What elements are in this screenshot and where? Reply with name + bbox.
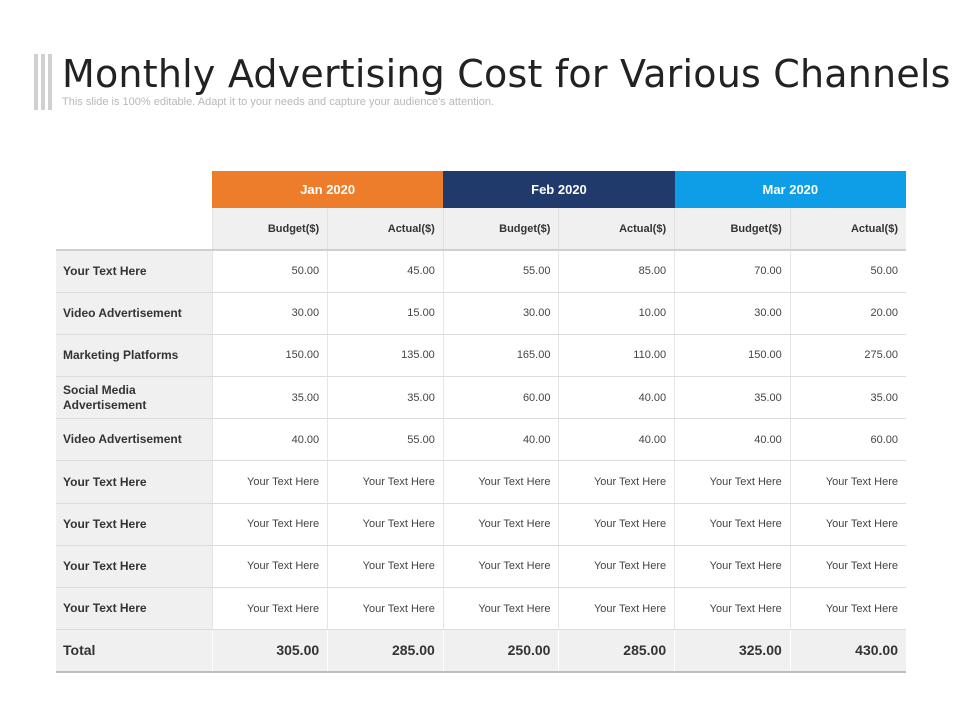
table-row: Your Text Here Your Text Here Your Text … bbox=[56, 503, 906, 546]
page-title: Monthly Advertising Cost for Various Cha… bbox=[62, 52, 951, 96]
table-cell: 85.00 bbox=[558, 250, 675, 293]
table-cell: Your Text Here bbox=[442, 460, 559, 504]
table-cell: 35.00 bbox=[674, 376, 791, 420]
total-cell: 285.00 bbox=[558, 629, 675, 673]
table-row: Your Text Here 50.00 45.00 55.00 85.00 7… bbox=[56, 250, 906, 293]
subheader-cell: Actual($) bbox=[327, 208, 444, 251]
table-cell: Your Text Here bbox=[674, 503, 791, 546]
table-cell: Your Text Here bbox=[789, 587, 906, 631]
total-label: Total bbox=[56, 629, 212, 673]
subheader-cell: Actual($) bbox=[558, 208, 675, 251]
corner-cell bbox=[56, 171, 212, 208]
table-cell: Your Text Here bbox=[327, 460, 444, 504]
table-cell: 35.00 bbox=[327, 376, 444, 420]
month-header-jan: Jan 2020 bbox=[212, 171, 444, 208]
table-cell: 40.00 bbox=[674, 418, 791, 462]
table-cell: Your Text Here bbox=[211, 545, 328, 589]
total-row: Total 305.00 285.00 250.00 285.00 325.00… bbox=[56, 629, 906, 673]
row-label: Your Text Here bbox=[56, 250, 212, 293]
table-cell: 275.00 bbox=[789, 334, 906, 378]
advertising-cost-table: Jan 2020 Feb 2020 Mar 2020 Budget($) Act… bbox=[56, 171, 906, 673]
title-accent-bar-2 bbox=[41, 54, 45, 110]
row-label: Video Advertisement bbox=[56, 292, 212, 335]
title-accent-bar-3 bbox=[48, 54, 52, 110]
table-cell: 10.00 bbox=[558, 292, 675, 335]
month-header-feb: Feb 2020 bbox=[443, 171, 675, 208]
page-subtitle: This slide is 100% editable. Adapt it to… bbox=[62, 96, 494, 108]
table-row: Your Text Here Your Text Here Your Text … bbox=[56, 545, 906, 589]
table-cell: Your Text Here bbox=[211, 460, 328, 504]
table-cell: Your Text Here bbox=[558, 545, 675, 589]
subheader-cell: Budget($) bbox=[211, 208, 328, 251]
table-cell: Your Text Here bbox=[674, 460, 791, 504]
table-cell: 30.00 bbox=[211, 292, 328, 335]
row-label: Your Text Here bbox=[56, 460, 212, 504]
subheader-row: Budget($) Actual($) Budget($) Actual($) … bbox=[56, 208, 906, 251]
table-cell: Your Text Here bbox=[674, 587, 791, 631]
subheader-cell: Budget($) bbox=[674, 208, 791, 251]
table-row: Social Media Advertisement 35.00 35.00 6… bbox=[56, 376, 906, 420]
table-cell: 150.00 bbox=[674, 334, 791, 378]
table-cell: 70.00 bbox=[674, 250, 791, 293]
table-row: Video Advertisement 40.00 55.00 40.00 40… bbox=[56, 418, 906, 462]
table-cell: 165.00 bbox=[442, 334, 559, 378]
table-cell: Your Text Here bbox=[558, 460, 675, 504]
subheader-corner-cell bbox=[56, 208, 212, 251]
table-cell: Your Text Here bbox=[674, 545, 791, 589]
month-header-row: Jan 2020 Feb 2020 Mar 2020 bbox=[56, 171, 906, 208]
table-cell: 45.00 bbox=[327, 250, 444, 293]
table-cell: 15.00 bbox=[327, 292, 444, 335]
table-cell: Your Text Here bbox=[789, 503, 906, 546]
row-label: Marketing Platforms bbox=[56, 334, 212, 378]
table-cell: Your Text Here bbox=[558, 587, 675, 631]
table-cell: 30.00 bbox=[442, 292, 559, 335]
total-cell: 305.00 bbox=[211, 629, 328, 673]
month-header-mar: Mar 2020 bbox=[674, 171, 906, 208]
table-cell: 40.00 bbox=[558, 376, 675, 420]
total-cell: 325.00 bbox=[674, 629, 791, 673]
table-cell: 40.00 bbox=[211, 418, 328, 462]
table-row: Marketing Platforms 150.00 135.00 165.00… bbox=[56, 334, 906, 378]
total-cell: 430.00 bbox=[789, 629, 906, 673]
table-cell: Your Text Here bbox=[327, 587, 444, 631]
table-cell: 40.00 bbox=[442, 418, 559, 462]
table-cell: Your Text Here bbox=[211, 587, 328, 631]
total-cell: 285.00 bbox=[327, 629, 444, 673]
title-accent-bar-1 bbox=[34, 54, 38, 110]
table-cell: 50.00 bbox=[789, 250, 906, 293]
table-cell: 40.00 bbox=[558, 418, 675, 462]
table-row: Your Text Here Your Text Here Your Text … bbox=[56, 587, 906, 631]
table-cell: 30.00 bbox=[674, 292, 791, 335]
table-cell: Your Text Here bbox=[789, 545, 906, 589]
table-cell: Your Text Here bbox=[789, 460, 906, 504]
table-cell: 35.00 bbox=[211, 376, 328, 420]
table-cell: 60.00 bbox=[789, 418, 906, 462]
table-cell: 55.00 bbox=[442, 250, 559, 293]
table-cell: 20.00 bbox=[789, 292, 906, 335]
table-cell: 60.00 bbox=[442, 376, 559, 420]
table-cell: 110.00 bbox=[558, 334, 675, 378]
table-cell: Your Text Here bbox=[327, 503, 444, 546]
table-cell: 50.00 bbox=[211, 250, 328, 293]
table-cell: Your Text Here bbox=[442, 503, 559, 546]
subheader-cell: Actual($) bbox=[789, 208, 906, 251]
row-label: Video Advertisement bbox=[56, 418, 212, 462]
table-cell: Your Text Here bbox=[442, 545, 559, 589]
table-cell: Your Text Here bbox=[442, 587, 559, 631]
table-cell: 55.00 bbox=[327, 418, 444, 462]
row-label: Your Text Here bbox=[56, 587, 212, 631]
table-cell: Your Text Here bbox=[211, 503, 328, 546]
table-row: Video Advertisement 30.00 15.00 30.00 10… bbox=[56, 292, 906, 335]
row-label: Your Text Here bbox=[56, 503, 212, 546]
table-cell: 150.00 bbox=[211, 334, 328, 378]
row-label: Social Media Advertisement bbox=[56, 376, 212, 420]
table-cell: 135.00 bbox=[327, 334, 444, 378]
table-cell: Your Text Here bbox=[327, 545, 444, 589]
table-row: Your Text Here Your Text Here Your Text … bbox=[56, 460, 906, 504]
row-label: Your Text Here bbox=[56, 545, 212, 589]
table-cell: Your Text Here bbox=[558, 503, 675, 546]
table-cell: 35.00 bbox=[789, 376, 906, 420]
total-cell: 250.00 bbox=[442, 629, 559, 673]
subheader-cell: Budget($) bbox=[442, 208, 559, 251]
